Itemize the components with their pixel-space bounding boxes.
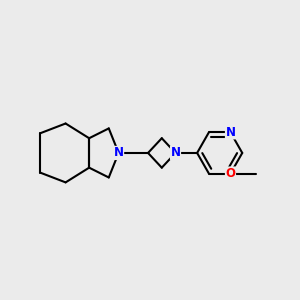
Text: N: N (170, 146, 181, 159)
Text: N: N (226, 126, 236, 139)
Text: O: O (226, 167, 236, 180)
Text: N: N (114, 146, 124, 159)
